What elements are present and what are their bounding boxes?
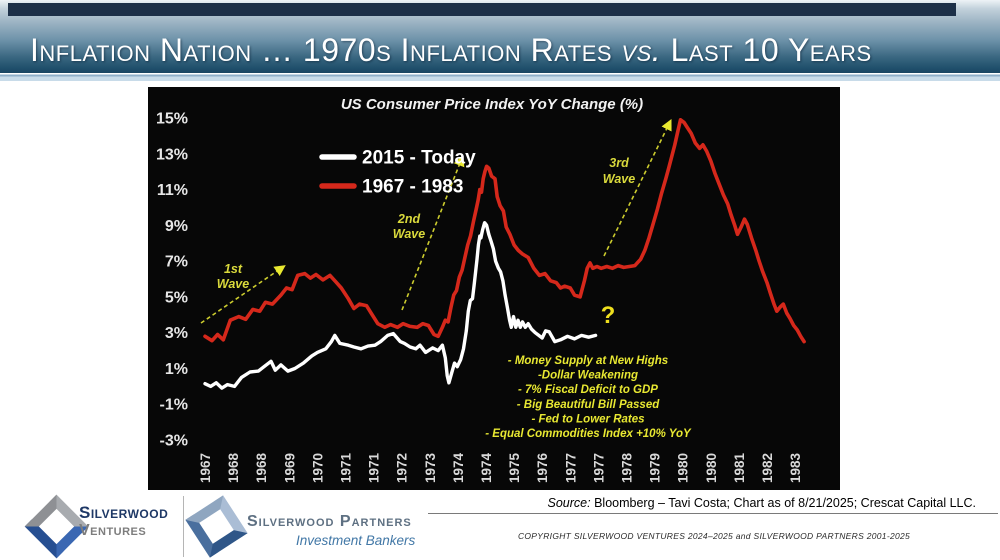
x-axis-tick: 1980 [704,453,719,483]
x-axis-tick-group: 1978 [620,452,635,483]
x-axis-tick: 1971 [339,452,354,483]
x-axis-tick: 1971 [367,452,382,483]
x-axis-tick-group: 1972 [395,453,410,483]
copyright-notice: COPYRIGHT SILVERWOOD VENTURES 2024–2025 … [517,531,911,541]
x-axis-tick: 1978 [620,452,635,483]
driver-bullet: - Fed to Lower Rates [531,413,644,425]
x-axis-tick-group: 1968 [226,452,241,483]
x-axis-tick-group: 1974 [479,452,494,483]
x-axis-tick-group: 1971 [339,452,354,483]
x-axis-tick: 1975 [507,452,522,483]
legend-label: 1967 - 1983 [362,177,463,198]
source-citation: Source: Bloomberg – Tavi Costa; Chart as… [548,496,976,510]
driver-bullet: - Equal Commodities Index +10% YoY [485,428,692,440]
x-axis-tick: 1968 [226,452,241,483]
third-wave-arrow-icon [603,118,672,257]
x-axis-tick-group: 1971 [367,452,382,483]
page-title-main: Inflation Nation … 1970s Inflation Rates [30,32,622,68]
x-axis-tick-group: 1977 [591,453,606,483]
x-axis-tick-group: 1980 [676,453,691,483]
x-axis-tick-group: 1981 [732,452,747,483]
y-axis-tick: 3% [165,325,188,342]
x-axis-tick: 1982 [760,453,775,483]
x-axis-tick-group: 1982 [760,453,775,483]
line-2015-today [203,220,598,390]
driver-bullet: - 7% Fiscal Deficit to GDP [518,384,658,396]
ventures-logo-name: Silverwood [79,503,169,522]
x-axis-tick-group: 1980 [704,453,719,483]
ventures-logo-subname: Ventures [79,522,147,539]
footer-divider-line [428,513,998,514]
question-mark: ? [601,302,616,329]
x-axis-tick-group: 1968 [254,452,269,483]
title-bar-top-accent [8,3,956,16]
logo-divider [183,496,184,557]
x-axis-tick: 1973 [423,452,438,483]
silverwood-partners-logo-icon [185,495,248,558]
y-axis-tick: 7% [165,254,188,271]
x-axis-tick-group: 1973 [423,452,438,483]
chart-title: US Consumer Price Index YoY Change (%) [341,96,643,113]
partners-logo-name: Silverwood Partners [247,513,412,530]
x-axis-tick: 1977 [563,453,578,483]
page-title-tail: Last 10 Years [661,32,872,68]
x-axis-tick-group: 1979 [648,453,663,483]
y-axis-tick: 9% [165,218,188,235]
x-axis-tick: 1969 [282,453,297,483]
x-axis-tick: 1976 [535,452,550,483]
cpi-chart: US Consumer Price Index YoY Change (%) 15… [148,87,840,490]
page-title: Inflation Nation … 1970s Inflation Rates… [30,32,990,69]
driver-bullet: - Money Supply at New Highs [508,355,668,367]
title-bar: Inflation Nation … 1970s Inflation Rates… [0,0,1000,73]
x-axis-tick-group: 1983 [788,452,803,483]
page-title-vs: vs. [621,32,662,68]
driver-bullet: -Dollar Weakening [538,370,638,382]
title-bar-bottom-strip [0,73,1000,81]
line-1967-1983 [203,117,806,344]
x-axis-tick-group: 1975 [507,452,522,483]
x-axis-tick: 1974 [479,452,494,483]
x-axis-tick: 1972 [395,453,410,483]
x-axis-tick: 1980 [676,453,691,483]
cpi-chart-svg: US Consumer Price Index YoY Change (%) 15… [156,96,806,483]
x-axis-tick-group: 1974 [451,452,466,483]
x-axis-tick: 1983 [788,452,803,483]
legend-label: 2015 - Today [362,148,476,169]
second-wave-label: 2nd Wave [393,212,425,241]
x-axis-tick: 1981 [732,452,747,483]
y-axis-tick: -1% [160,397,188,414]
x-axis-tick-group: 1977 [563,453,578,483]
y-axis-tick: 11% [157,182,188,199]
source-text: Bloomberg – Tavi Costa; Chart as of 8/21… [590,496,976,510]
x-axis-tick: 1977 [591,453,606,483]
driver-bullet: - Big Beautiful Bill Passed [517,399,660,411]
x-axis-tick-group: 1969 [282,453,297,483]
x-axis-tick: 1968 [254,452,269,483]
y-axis-tick: 5% [165,289,188,306]
first-wave-arrow-icon [200,265,286,324]
x-axis-tick-group: 1976 [535,452,550,483]
y-axis-tick: -3% [160,433,188,450]
source-label: Source: [547,496,591,510]
partners-logo-tagline: Investment Bankers [296,533,416,548]
y-axis-tick: 1% [165,361,188,378]
second-wave-arrow-icon [401,154,465,311]
x-axis-tick: 1970 [310,453,325,483]
first-wave-label: 1st Wave [217,262,249,291]
third-wave-label: 3rd Wave [603,156,635,186]
y-axis-tick: 13% [156,146,188,163]
x-axis-tick-group: 1967 [198,453,213,483]
x-axis-tick-group: 1970 [310,453,325,483]
x-axis-tick: 1974 [451,452,466,483]
y-axis-tick: 15% [156,111,188,128]
x-axis-tick: 1979 [648,453,663,483]
x-axis-tick: 1967 [198,453,213,483]
